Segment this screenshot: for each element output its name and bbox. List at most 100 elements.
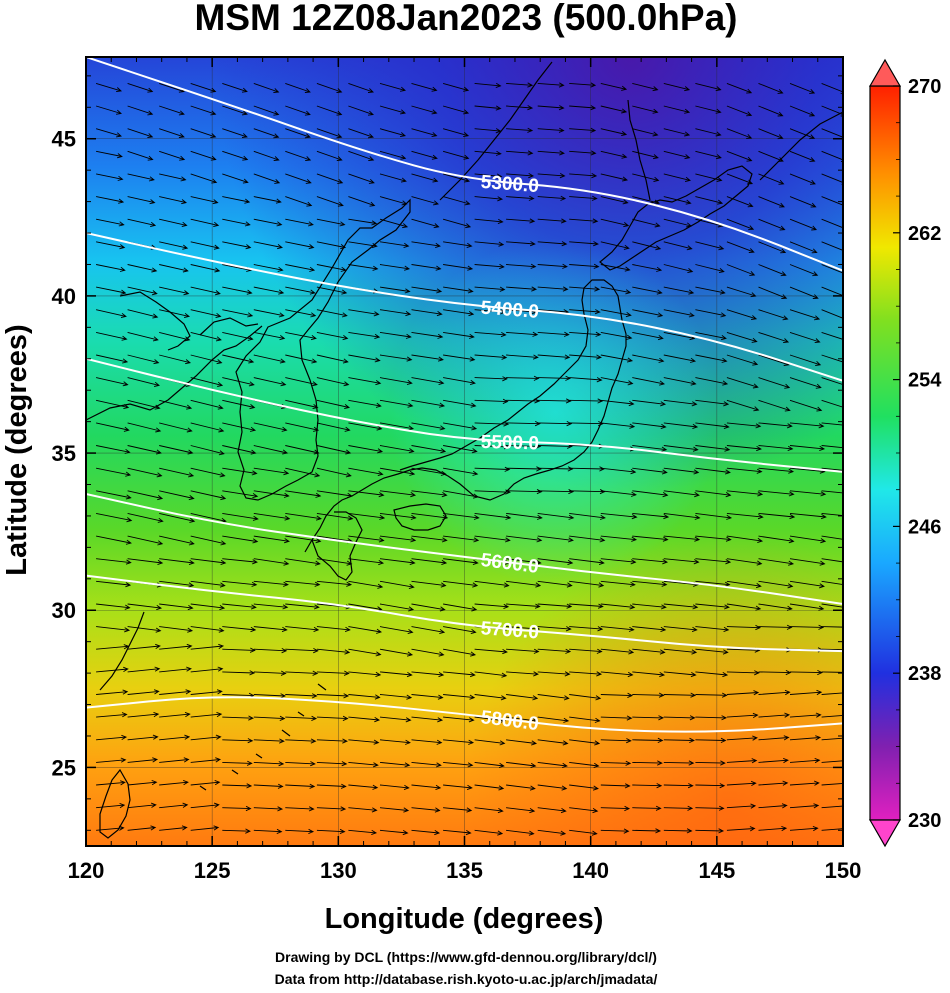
wind-arrow <box>379 739 411 745</box>
wind-arrow <box>127 196 156 205</box>
wind-arrow <box>506 488 543 495</box>
wind-arrow <box>96 780 126 786</box>
wind-arrow <box>379 445 415 454</box>
wind-arrow <box>190 535 227 546</box>
wind-arrow <box>632 105 659 114</box>
wind-arrow <box>758 558 795 566</box>
wind-arrow <box>443 264 474 271</box>
wind-arrow <box>789 241 818 254</box>
wind-arrow <box>663 82 691 92</box>
wind-arrow <box>569 626 604 632</box>
wind-arrow <box>348 196 376 207</box>
wind-arrow <box>96 825 125 831</box>
wind-arrow <box>789 173 816 185</box>
wind-arrow <box>789 689 823 696</box>
wind-arrow <box>726 82 753 94</box>
wind-arrow <box>632 286 663 295</box>
wind-arrow <box>537 807 567 814</box>
wind-arrow <box>411 309 443 317</box>
wind-arrow <box>411 150 438 160</box>
wind-arrow <box>537 173 566 179</box>
wind-arrow <box>443 716 475 723</box>
wind-arrow <box>821 422 843 426</box>
wind-arrow <box>537 558 574 566</box>
wind-arrow <box>190 128 217 138</box>
wind-arrow <box>348 739 380 745</box>
wind-arrow <box>285 580 321 587</box>
wind-arrow <box>190 445 225 456</box>
wind-arrow <box>316 173 344 184</box>
wind-arrow <box>96 535 132 545</box>
wind-arrow <box>379 264 411 271</box>
wind-arrow <box>632 354 665 363</box>
contour-line <box>86 357 843 473</box>
wind-arrow <box>96 309 127 318</box>
wind-arrow <box>474 421 510 427</box>
wind-arrow <box>222 670 256 676</box>
wind-arrow <box>443 694 476 700</box>
wind-arrow <box>474 128 502 134</box>
wind-arrow <box>159 105 185 116</box>
wind-arrow <box>253 535 290 544</box>
wind-arrow <box>537 626 572 632</box>
wind-arrow <box>348 377 382 386</box>
wind-arrow <box>222 196 251 204</box>
wind-arrow <box>443 648 477 657</box>
contour-label: 5300.0 <box>480 172 540 197</box>
wind-arrow <box>127 802 157 809</box>
wind-arrow <box>316 218 346 227</box>
wind-arrow <box>758 128 784 140</box>
wind-arrow <box>159 467 195 478</box>
wind-arrow <box>411 264 442 271</box>
wind-arrow <box>789 354 822 366</box>
wind-arrow <box>253 309 285 318</box>
wind-arrow <box>379 603 415 612</box>
wind-arrow <box>96 580 132 588</box>
wind-arrow <box>285 806 315 812</box>
wind-arrow <box>789 603 825 611</box>
wind-arrow <box>695 715 728 721</box>
wind-arrow <box>96 626 131 633</box>
wind-arrow <box>285 218 314 227</box>
wind-arrow <box>285 603 320 610</box>
wind-arrow <box>411 196 439 206</box>
wind-arrow <box>789 825 819 832</box>
wind-arrow <box>411 467 447 476</box>
wind-arrow <box>663 286 695 295</box>
wind-arrow <box>253 828 283 835</box>
wind-arrow <box>379 784 410 791</box>
wind-arrow <box>379 331 412 339</box>
wind-arrow <box>285 331 317 341</box>
wind-arrow <box>348 512 386 520</box>
wind-arrow <box>253 558 290 566</box>
wind-arrow <box>537 375 572 381</box>
wind-arrow <box>726 150 753 162</box>
wind-arrow <box>695 82 722 92</box>
wind-arrow <box>537 603 573 609</box>
wind-arrow <box>127 264 158 273</box>
wind-arrow <box>474 444 510 450</box>
wind-arrow <box>600 150 628 159</box>
wind-arrow <box>96 757 127 763</box>
wind-arrow <box>569 150 597 156</box>
wind-arrow <box>537 784 568 791</box>
wind-arrow <box>474 694 507 701</box>
wind-arrow <box>695 331 727 341</box>
wind-arrow <box>253 196 282 204</box>
wind-arrow <box>600 82 628 91</box>
wind-arrow <box>569 398 604 404</box>
wind-arrow <box>190 173 218 184</box>
wind-arrow <box>316 422 351 432</box>
wind-arrow <box>316 783 347 789</box>
wind-arrow <box>600 196 629 205</box>
wind-arrow <box>316 377 350 387</box>
wind-arrow <box>726 377 759 389</box>
wind-arrow <box>789 331 821 344</box>
wind-arrow <box>443 829 472 836</box>
wind-arrow <box>379 512 417 520</box>
wind-arrow <box>96 422 130 432</box>
wind-arrow <box>600 715 633 721</box>
wind-arrow <box>159 603 194 611</box>
wind-arrow <box>821 558 843 563</box>
wind-arrow <box>443 739 475 745</box>
